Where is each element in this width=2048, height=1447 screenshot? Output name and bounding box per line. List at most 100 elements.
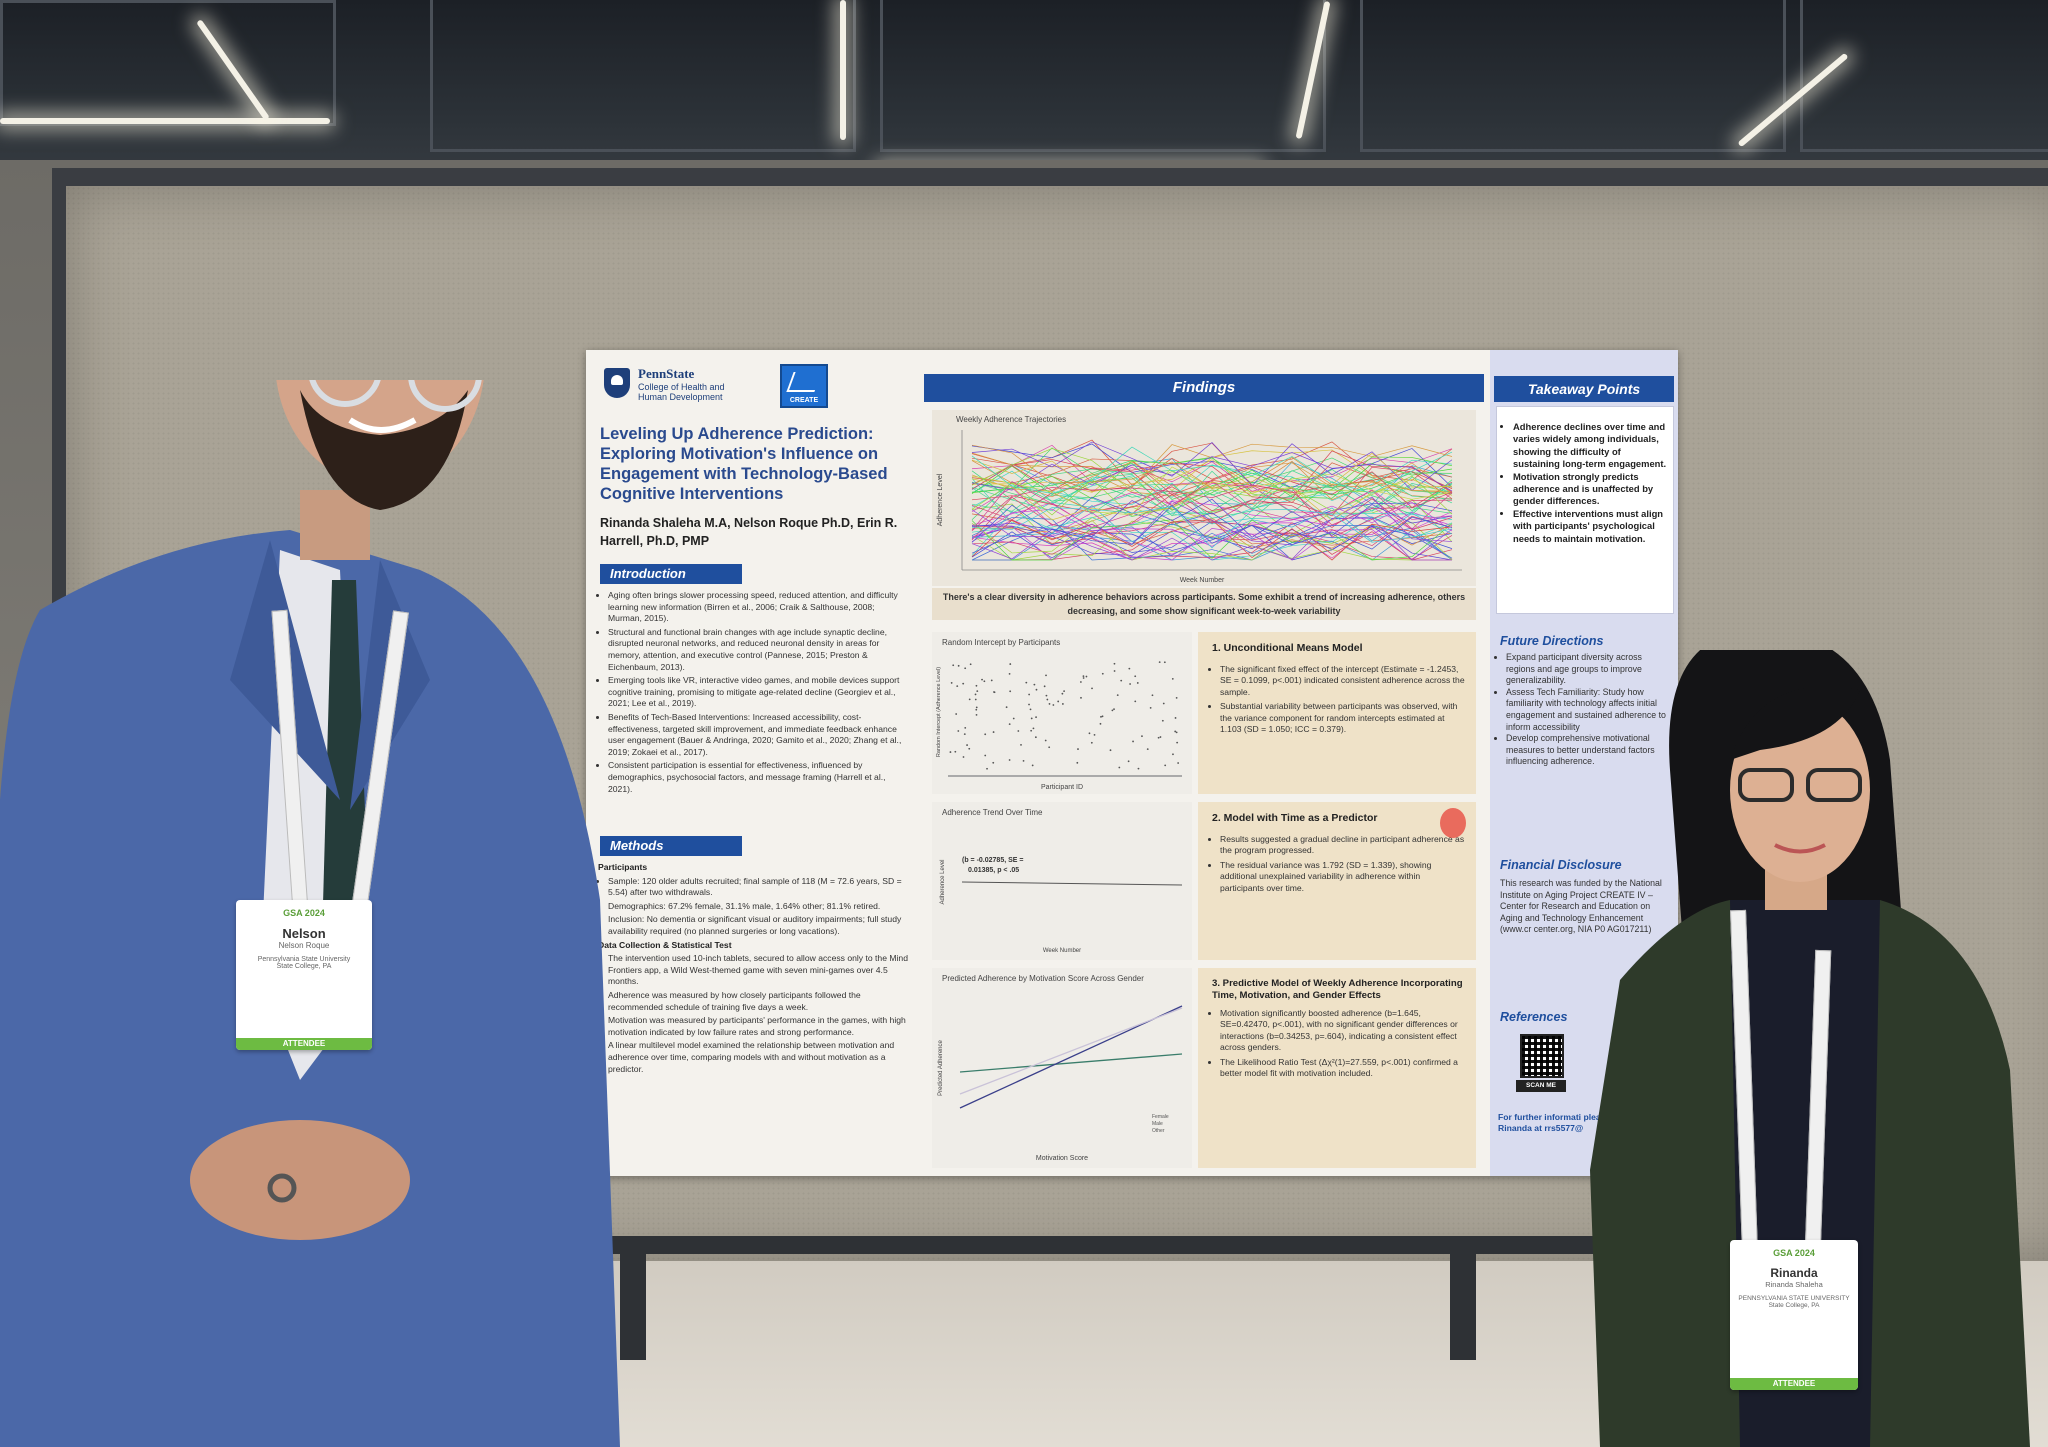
intercept-dot xyxy=(957,664,960,667)
intro-bullet: Structural and functional brain changes … xyxy=(608,627,908,673)
series-line-female xyxy=(959,1053,1183,1073)
intercept-dot xyxy=(964,667,967,670)
intercept-dot xyxy=(1164,764,1167,767)
create-logo-text: CREATE xyxy=(789,397,819,404)
finding-model-3: 3. Predictive Model of Weekly Adherence … xyxy=(1198,968,1476,1168)
man-beard xyxy=(300,390,468,510)
intercept-dot xyxy=(1048,703,1051,705)
trajectory-line xyxy=(971,520,1452,561)
presenter-man: GSA 2024 Nelson Nelson Roque Pennsylvani… xyxy=(0,380,640,1447)
intercept-dot xyxy=(1134,700,1137,703)
trajectory-line xyxy=(971,496,1453,546)
intercept-dot xyxy=(957,730,960,732)
trajectory-caption: There's a clear diversity in adherence b… xyxy=(932,588,1476,620)
motivation-gender-plot: Female Male Other Motivation Score Predi… xyxy=(938,1005,1183,1162)
motivation-gender-chart: Predicted Adherence by Motivation Score … xyxy=(932,968,1192,1168)
legend-entry: Female xyxy=(1152,1114,1169,1120)
scan-me-label: SCAN ME xyxy=(1516,1080,1566,1092)
trend-annotation: 0.01385, p < .05 xyxy=(968,867,1019,874)
methods-bullet: The intervention used 10-inch tablets, s… xyxy=(608,953,908,988)
intercept-dot xyxy=(1017,730,1020,732)
intercept-dot xyxy=(1174,717,1177,719)
trajectory-line xyxy=(971,459,1453,508)
intercept-dot xyxy=(1161,719,1164,722)
badge-org: Pennsylvania State University xyxy=(257,956,351,963)
methods-bullet: Adherence was measured by how closely pa… xyxy=(608,990,908,1013)
intercept-dot xyxy=(1113,670,1116,672)
intercept-dot xyxy=(1077,748,1079,750)
participants-heading: Participants xyxy=(598,862,648,872)
intercept-dot xyxy=(1163,661,1166,664)
qr-code-icon[interactable] xyxy=(1520,1034,1564,1078)
references-heading: References xyxy=(1500,1010,1568,1024)
intercept-dot xyxy=(976,690,979,693)
board-leg xyxy=(620,1240,646,1360)
trajectory-line xyxy=(971,516,1453,553)
trajectory-line xyxy=(971,478,1453,522)
poster-left-column: PennState College of Health and Human De… xyxy=(586,350,916,1176)
finding-bullet: Motivation significantly boosted adheren… xyxy=(1220,1008,1466,1054)
intercept-dot xyxy=(966,744,968,746)
intercept-dot xyxy=(955,713,958,715)
intercept-dot xyxy=(1146,748,1149,751)
trajectory-line xyxy=(971,446,1453,494)
trajectory-line xyxy=(971,452,1453,492)
intercept-dot xyxy=(1061,703,1064,705)
finding-bullet: Substantial variability between particip… xyxy=(1220,701,1466,735)
board-leg xyxy=(1450,1240,1476,1360)
mini-chart-title: Random Intercept by Participants xyxy=(942,638,1061,647)
intercept-dot xyxy=(1116,694,1119,697)
lightbulb-icon xyxy=(1440,808,1466,838)
intercept-dot xyxy=(1101,715,1104,718)
intercept-dot xyxy=(1085,675,1088,678)
woman-glasses xyxy=(1806,768,1862,802)
intercept-dot xyxy=(1090,741,1093,744)
woman-name-badge: GSA 2024 Rinanda Rinanda Shaleha PENNSYL… xyxy=(1730,1240,1858,1390)
trajectory-line xyxy=(971,519,1453,561)
intercept-dot xyxy=(1022,760,1025,762)
ceiling-light xyxy=(840,0,846,140)
adherence-trend-chart: Adherence Trend Over Time (b = -0.02785,… xyxy=(932,802,1192,960)
intercept-dot xyxy=(1008,672,1011,675)
intercept-dot xyxy=(1005,706,1008,709)
trajectory-line xyxy=(971,519,1453,561)
intercept-dot xyxy=(950,682,953,684)
intro-bullet: Benefits of Tech-Based Interventions: In… xyxy=(608,712,908,758)
intercept-dot xyxy=(962,756,965,758)
intercept-dot xyxy=(984,754,987,757)
intercept-dot xyxy=(975,706,978,709)
intercept-dot xyxy=(1028,703,1030,706)
trajectory-line xyxy=(971,450,1453,499)
trajectory-line xyxy=(971,487,1453,538)
intercept-dot xyxy=(1136,682,1139,684)
intercept-dot xyxy=(1012,717,1015,720)
intercept-dot xyxy=(1158,661,1161,664)
data-collection-heading: Data Collection & Statistical Test xyxy=(598,939,732,950)
intercept-dot xyxy=(1028,693,1031,696)
logo-row: PennState College of Health and Human De… xyxy=(604,364,904,408)
intercept-dot xyxy=(1057,700,1060,703)
intercept-dot xyxy=(963,733,966,736)
intro-bullet: Aging often brings slower processing spe… xyxy=(608,590,908,625)
create-logo-icon: CREATE xyxy=(780,364,828,408)
trajectory-line xyxy=(971,463,1453,511)
intercept-dot xyxy=(1129,683,1131,685)
intercept-dot xyxy=(1127,760,1130,763)
finding-bullet: The significant fixed effect of the inte… xyxy=(1220,664,1466,698)
methods-bullet: Sample: 120 older adults recruited; fina… xyxy=(608,876,908,899)
intercept-dot xyxy=(1032,727,1035,730)
intercept-dots xyxy=(949,661,1180,770)
intercept-dot xyxy=(1176,741,1179,744)
intercept-dot xyxy=(969,663,972,666)
intercept-dot xyxy=(1082,675,1085,678)
intercept-dot xyxy=(1008,723,1011,726)
methods-bullet: Demographics: 67.2% female, 31.1% male, … xyxy=(608,901,908,913)
trajectory-line xyxy=(971,506,1453,549)
intercept-dot xyxy=(1009,690,1012,693)
trajectory-line xyxy=(971,476,1453,524)
introduction-text: Aging often brings slower processing spe… xyxy=(598,590,908,797)
takeaway-body: Adherence declines over time and varies … xyxy=(1505,421,1669,545)
trajectory-line xyxy=(971,456,1453,501)
intercept-dot xyxy=(1029,708,1032,711)
poster-title: Leveling Up Adherence Prediction: Explor… xyxy=(600,425,888,503)
